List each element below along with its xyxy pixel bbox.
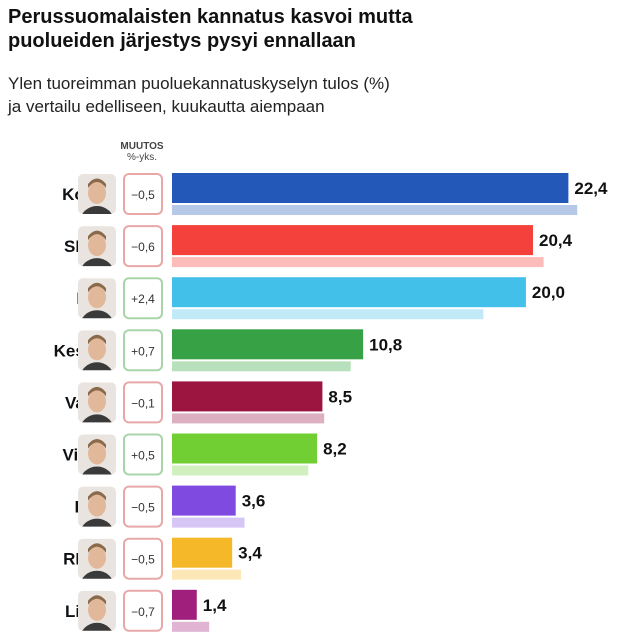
rkp-leader-icon bbox=[78, 538, 116, 579]
bar-previous bbox=[172, 361, 351, 372]
change-value: −0,5 bbox=[131, 553, 155, 567]
change-box bbox=[123, 589, 163, 632]
change-box bbox=[123, 173, 163, 215]
change-box bbox=[123, 485, 163, 528]
kesk-leader-icon bbox=[78, 330, 116, 371]
kd-leader-icon bbox=[78, 486, 116, 527]
change-box bbox=[123, 277, 163, 320]
bar-previous bbox=[172, 257, 544, 268]
bar-previous bbox=[172, 621, 210, 632]
change-value: −0,5 bbox=[131, 501, 155, 515]
chart-subtitle-line2: ja vertailu edelliseen, kuukautta aiempa… bbox=[8, 97, 325, 116]
bar-current bbox=[172, 589, 197, 620]
change-value: −0,1 bbox=[131, 396, 155, 410]
change-column-header: MUUTOS %-yks. bbox=[106, 141, 178, 163]
change-header-unit: %-yks. bbox=[127, 152, 157, 163]
chart-subtitle-line1: Ylen tuoreimman puoluekannatuskyselyn tu… bbox=[8, 74, 390, 93]
vihr-leader-icon bbox=[78, 434, 116, 475]
change-value: −0,7 bbox=[131, 605, 155, 619]
bar-previous bbox=[172, 309, 484, 320]
chart-title: Perussuomalaisten kannatus kasvoi mutta … bbox=[8, 5, 608, 53]
change-header-label: MUUTOS bbox=[120, 141, 164, 152]
chart-title-line1: Perussuomalaisten kannatus kasvoi mutta bbox=[8, 6, 413, 28]
bar-current bbox=[172, 329, 364, 360]
value-label: 22,4 bbox=[574, 179, 608, 198]
change-box bbox=[123, 433, 163, 476]
sdp-leader-icon bbox=[78, 226, 116, 267]
bar-previous bbox=[172, 205, 578, 215]
change-box bbox=[123, 329, 163, 372]
bar-current bbox=[172, 277, 526, 308]
vas-leader-icon bbox=[78, 382, 116, 423]
value-label: 8,5 bbox=[328, 387, 352, 406]
value-label: 20,4 bbox=[539, 231, 573, 250]
chart-subtitle: Ylen tuoreimman puoluekannatuskyselyn tu… bbox=[8, 72, 608, 118]
liik-leader-icon bbox=[78, 590, 116, 631]
bar-current bbox=[172, 381, 323, 412]
value-label: 10,8 bbox=[369, 335, 402, 354]
value-label: 3,4 bbox=[238, 544, 262, 563]
change-value: +2,4 bbox=[131, 292, 155, 306]
bar-current bbox=[172, 485, 236, 516]
bar-current bbox=[172, 433, 318, 464]
chart-title-line2: puolueiden järjestys pysyi ennallaan bbox=[8, 30, 356, 52]
bar-current bbox=[172, 537, 233, 568]
change-value: +0,5 bbox=[131, 449, 155, 463]
change-box bbox=[123, 381, 163, 424]
bar-previous bbox=[172, 569, 242, 580]
bar-previous bbox=[172, 517, 245, 528]
value-label: 8,2 bbox=[323, 440, 347, 459]
change-value: +0,7 bbox=[131, 344, 155, 358]
bar-current bbox=[172, 225, 533, 256]
kok-leader-icon bbox=[78, 174, 116, 214]
change-value: −0,6 bbox=[131, 240, 155, 254]
bar-previous bbox=[172, 465, 309, 476]
value-label: 1,4 bbox=[203, 596, 227, 615]
value-label: 20,0 bbox=[532, 283, 565, 302]
change-value: −0,5 bbox=[131, 188, 155, 202]
value-label: 3,6 bbox=[242, 492, 266, 511]
bar-previous bbox=[172, 413, 325, 424]
change-box bbox=[123, 225, 163, 268]
change-box bbox=[123, 537, 163, 580]
bar-current bbox=[172, 173, 569, 203]
ps-leader-icon bbox=[78, 278, 116, 319]
